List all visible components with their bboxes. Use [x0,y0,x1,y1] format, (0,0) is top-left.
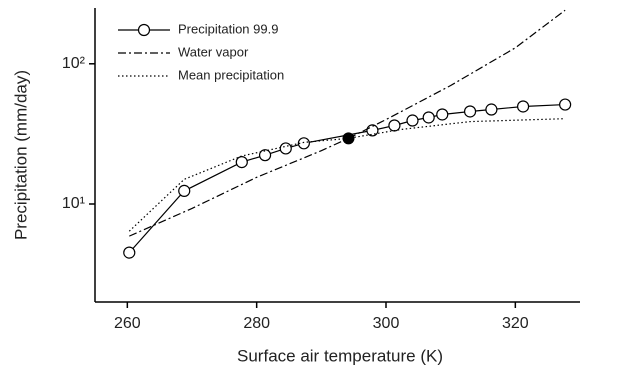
x-tick-label: 280 [243,315,270,332]
marker [235,155,248,169]
legend-label: Mean precipitation [178,67,284,82]
marker [559,98,572,111]
marker [297,137,310,150]
marker [463,105,477,118]
y-tick-label: 10¹ [62,195,85,212]
x-axis-label: Surface air temperature (K) [237,346,443,365]
series-line [128,103,566,254]
marker [406,114,419,127]
marker [436,108,449,121]
marker [279,142,292,155]
reference-point [342,132,355,145]
marker [123,246,136,259]
x-tick-label: 260 [114,315,141,332]
x-tick-label: 300 [373,315,400,332]
y-axis-label: Precipitation (mm/day) [11,70,30,240]
series-line [128,118,566,232]
marker [366,124,379,137]
legend-label: Precipitation 99.9 [178,21,278,36]
y-tick-label: 10² [62,55,86,72]
marker [422,111,435,124]
x-tick-label: 320 [502,315,529,332]
legend-marker [137,23,151,37]
marker [516,100,530,113]
legend-label: Water vapor [178,44,249,59]
marker [178,184,191,198]
marker [258,149,272,162]
marker [485,103,498,116]
